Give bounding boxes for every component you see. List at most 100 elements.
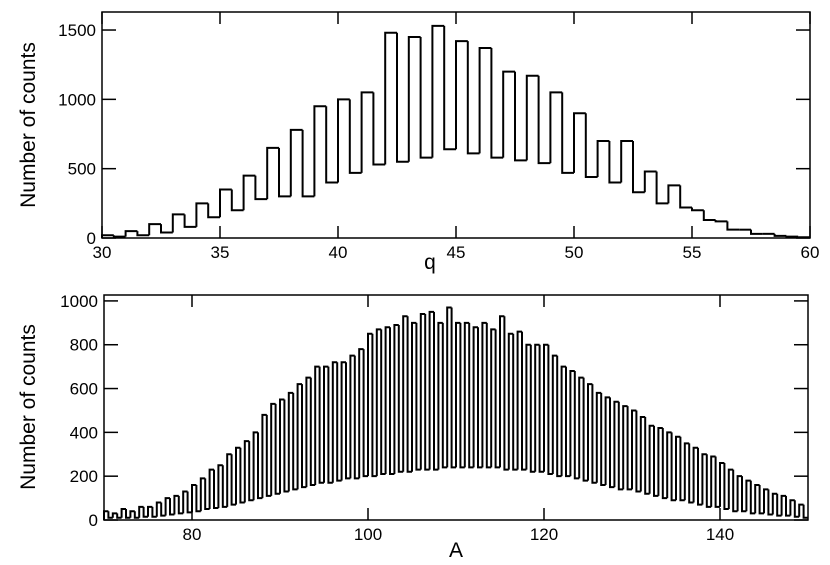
histogram-bin [644, 417, 650, 495]
histogram-bin [171, 213, 185, 233]
histogram-bin [120, 508, 126, 518]
histogram-bin [507, 332, 514, 470]
histogram-bin [749, 480, 756, 515]
histogram-bin [661, 427, 668, 500]
histogram-bin [219, 188, 232, 218]
histogram-bin [323, 365, 329, 483]
x-tick-label: 50 [565, 243, 584, 262]
histogram-bin [431, 24, 445, 158]
histogram-bin [261, 413, 267, 499]
histogram-bin [367, 332, 373, 477]
histogram-bin [657, 426, 663, 496]
histogram-bin [407, 35, 421, 162]
histogram-bin [111, 512, 118, 518]
histogram-bin [213, 469, 219, 509]
histogram-bin [327, 366, 333, 484]
histogram-bin [551, 354, 558, 474]
histogram-bin [151, 506, 157, 518]
histogram-bin [314, 365, 320, 485]
histogram-bin [632, 140, 645, 194]
histogram-bin [683, 442, 690, 501]
y-tick-label: 500 [68, 160, 96, 179]
histogram-bin [587, 383, 593, 481]
histogram-bin [348, 99, 362, 174]
histogram-bin [362, 349, 368, 478]
histogram-bin [265, 414, 272, 497]
histogram-bin [468, 322, 474, 469]
histogram-bin [691, 207, 704, 212]
histogram-bin [336, 362, 342, 482]
histogram-bin [207, 203, 220, 219]
y-tick-label: 600 [70, 380, 98, 399]
histogram-bin [155, 501, 162, 517]
histogram-bin [226, 453, 232, 507]
histogram-bin [600, 392, 606, 486]
histogram-bin [631, 409, 637, 490]
x-tick-label: 35 [211, 243, 230, 262]
histogram-bin [705, 454, 712, 508]
histogram-bin [514, 71, 527, 162]
histogram-bin [512, 333, 518, 471]
histogram-bin [380, 329, 386, 475]
histogram-bin [419, 36, 433, 159]
histogram-bin [723, 463, 729, 511]
histogram-bin [639, 416, 646, 492]
histogram-bin [714, 456, 720, 508]
histogram-bin [437, 321, 443, 470]
histogram-bin [169, 498, 175, 516]
histogram-bin [396, 32, 409, 163]
histogram-bin [648, 424, 654, 494]
histogram-bin [419, 313, 426, 470]
histogram-bin [719, 462, 725, 507]
histogram-bin [230, 454, 236, 506]
histogram-bin [534, 343, 540, 472]
histogram-bin [318, 366, 324, 484]
histogram-bin [653, 425, 659, 497]
histogram-bin [591, 384, 597, 484]
histogram-bin [666, 431, 672, 499]
histogram-bin [573, 371, 580, 480]
histogram-bin [199, 477, 206, 512]
histogram-bin [195, 202, 209, 227]
histogram-bin [397, 325, 404, 473]
histogram-bin [466, 41, 480, 155]
histogram-bin [221, 465, 228, 508]
histogram-bin [375, 328, 382, 477]
histogram-bin [525, 74, 539, 161]
x-tick-label: 40 [329, 243, 348, 262]
histogram-bin [358, 348, 364, 479]
histogram-bin [613, 400, 619, 488]
histogram-bin [455, 321, 461, 468]
histogram-bin [441, 322, 448, 469]
histogram-bin [217, 464, 223, 508]
y-axis-label: Number of counts [17, 324, 40, 490]
histogram-bin [142, 506, 148, 518]
histogram-bin [393, 324, 399, 474]
histogram-bin [283, 399, 289, 493]
histogram-bin [561, 92, 574, 174]
x-tick-label: 120 [530, 525, 558, 544]
histogram-bin [635, 410, 641, 493]
histogram-bin [148, 223, 161, 236]
histogram-bin [802, 504, 808, 519]
histogram-bin [124, 230, 138, 237]
histogram-bin [797, 236, 810, 239]
histogram-bin [191, 483, 197, 513]
histogram-bin [502, 70, 515, 158]
y-tick-label: 800 [70, 336, 98, 355]
histogram-bin [556, 355, 562, 478]
histogram-bin [780, 494, 786, 516]
histogram-bin [301, 384, 307, 489]
histogram-bin [428, 310, 434, 470]
histogram-bin [349, 354, 355, 479]
histogram-bin [208, 468, 214, 510]
histogram-bin [538, 344, 544, 473]
histogram-bin [406, 316, 412, 473]
histogram-bin [254, 175, 268, 201]
histogram-bin [643, 170, 657, 193]
histogram-bin [560, 365, 566, 477]
histogram-bin [360, 91, 374, 173]
histogram-bin [325, 106, 338, 184]
